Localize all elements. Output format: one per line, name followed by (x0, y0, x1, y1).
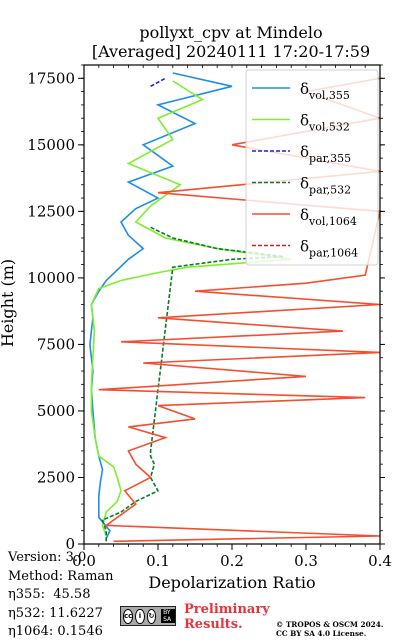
series-line-2 (150, 77, 166, 88)
y-tick-label: 7500 (37, 335, 75, 353)
share-alike-icon: ↻ (146, 608, 157, 624)
retrieval-info: Version: 3.0 Method: Raman η355: 45.58 η… (8, 549, 114, 642)
x-tick-label: 0.4 (368, 552, 392, 570)
copyright-text: © TROPOS & OSCM 2024. CC BY SA 4.0 Licen… (276, 620, 384, 638)
y-tick-label: 0 (65, 535, 75, 553)
x-tick-label: 0.2 (220, 552, 244, 570)
cc-icon: cc (123, 608, 134, 624)
y-tick-label: 10000 (27, 269, 75, 287)
version-text: Version: 3.0 (8, 550, 87, 565)
series-line-0 (89, 72, 233, 540)
eta355-text: η355: 45.58 (8, 587, 91, 603)
method-text: Method: Raman (8, 568, 114, 584)
by-sa-badge: BY SA (161, 609, 175, 623)
chart-subtitle: [Averaged] 20240111 17:20-17:59 (92, 42, 370, 61)
cc-license-logo: cc i ↻ BY SA (120, 606, 176, 626)
eta1064-text: η1064: 0.1546 (8, 624, 103, 640)
axes: 0.0 0.1 0.2 0.3 0.4 0 2500 5000 7500 10000 12500 15… (27, 64, 392, 570)
x-tick-label: 0.0 (72, 552, 96, 570)
y-tick-label: 17500 (27, 69, 75, 87)
info-icon: i (135, 608, 145, 624)
series-line-4 (98, 77, 384, 543)
chart-title: pollyxt_cpv at Mindelo (139, 23, 322, 42)
y-tick-label: 12500 (27, 202, 75, 220)
preliminary-results-text: Preliminary Results. (184, 602, 270, 632)
y-tick-label: 2500 (37, 468, 75, 486)
x-tick-label: 0.1 (146, 552, 170, 570)
y-tick-label: 15000 (27, 136, 75, 154)
series-line-1 (90, 80, 292, 537)
x-tick-label: 0.3 (294, 552, 318, 570)
legend: δvol,355δvol,532δpar,355δpar,532δvol,106… (245, 69, 379, 266)
x-axis-label: Depolarization Ratio (148, 573, 315, 592)
y-tick-label: 5000 (37, 402, 75, 420)
eta532-text: η532: 11.6227 (8, 605, 103, 621)
y-axis-label: Height (m) (0, 259, 17, 347)
plot-frame (83, 64, 381, 545)
